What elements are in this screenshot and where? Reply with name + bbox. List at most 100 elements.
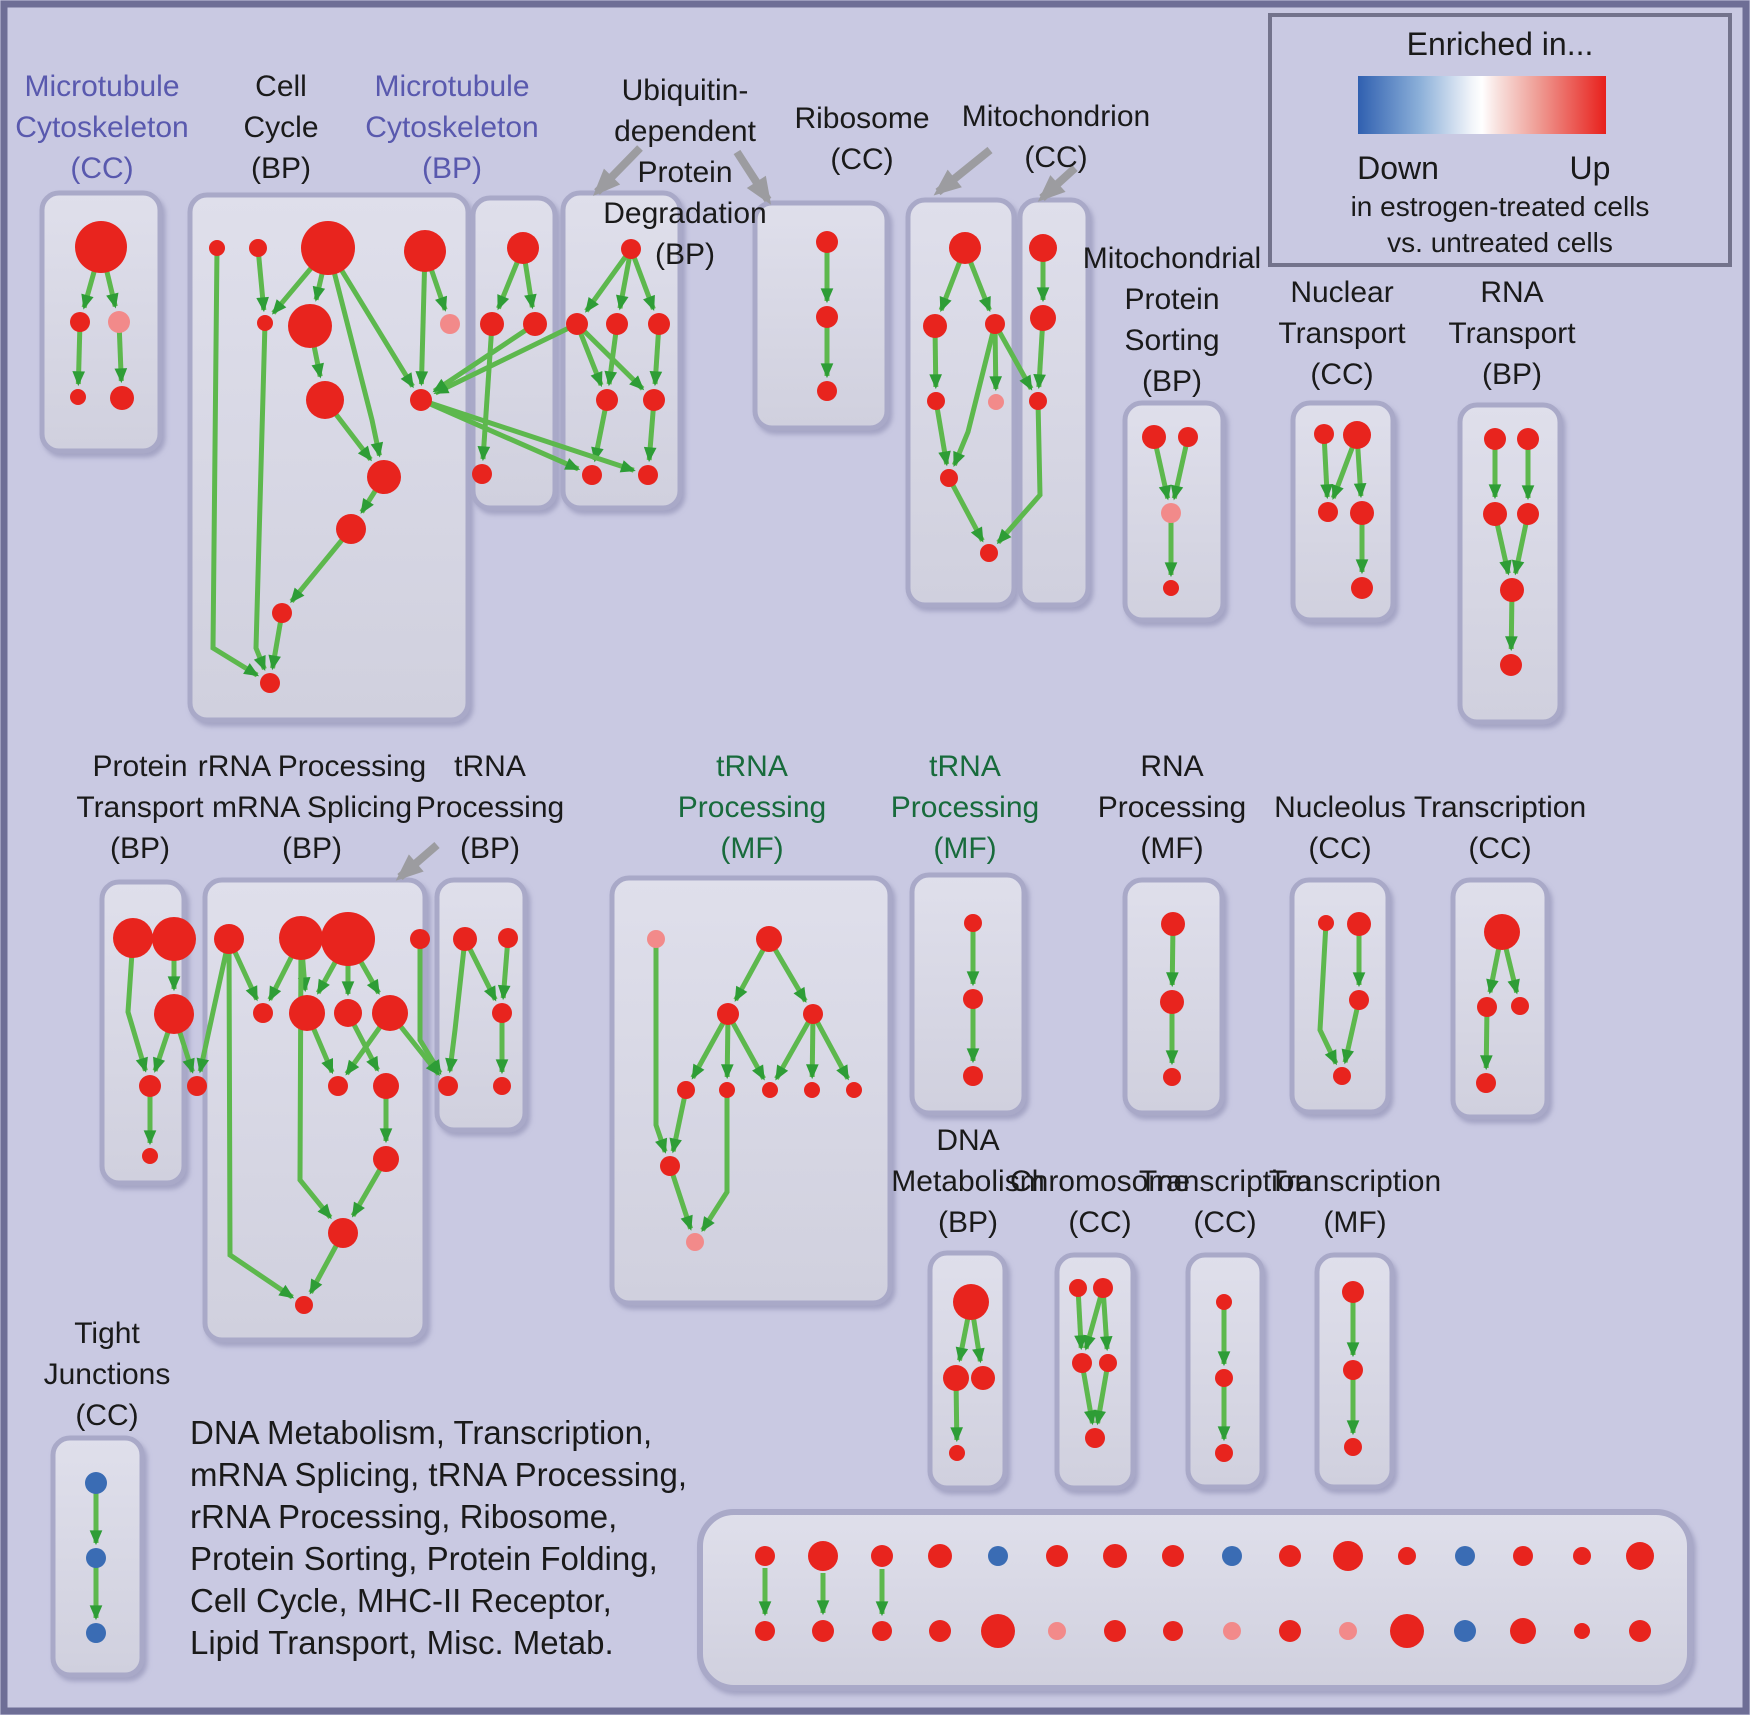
node-rrna_mrna-M1: [253, 1003, 273, 1023]
node-rna_transport-F: [1500, 654, 1522, 676]
node-rna_processing_mf-A: [1161, 912, 1185, 936]
node-protein_transport-C: [154, 994, 194, 1034]
cluster-label-rna_transport: RNA Transport (BP): [1448, 276, 1576, 391]
node-transcription_cc_mid-T: [1484, 914, 1520, 950]
annotation-arrow: [733, 149, 772, 205]
edge-arrow: [419, 397, 581, 472]
node-ubiquitin_deg_1-N1: [596, 389, 618, 411]
edge-arrow: [933, 400, 951, 467]
cluster-label-transcription_cc_mid: Transcription (CC): [1414, 791, 1586, 865]
cluster-label-ubiquitin_deg_1: Ubiquitin-dependent Protein Degradation (BP…: [603, 74, 766, 271]
cluster-label-cell_cycle: Cell Cycle (BP): [243, 70, 318, 185]
strip-node-top-7: [1162, 1545, 1184, 1567]
edge-arrow: [952, 323, 998, 468]
strip-node-bottom-8: [1223, 1622, 1241, 1640]
strip-node-top-12: [1455, 1546, 1475, 1566]
node-microtubule_bp-A: [480, 312, 504, 336]
node-protein_transport-B: [152, 917, 196, 961]
node-rna_transport-B: [1517, 428, 1539, 450]
legend-up-label: Up: [1570, 150, 1611, 186]
strip-node-top-5: [1046, 1545, 1068, 1567]
cluster-label-rrna_mrna: rRNA Processing mRNA Splicing (BP): [198, 750, 426, 865]
edge-arrow: [253, 322, 268, 672]
node-rrna_mrna-N2: [373, 1073, 399, 1099]
node-mito_sorting-P: [1161, 503, 1181, 523]
node-chromosome-M2: [1099, 1354, 1117, 1372]
node-rrna_mrna-N1: [328, 1076, 348, 1096]
node-chromosome-B: [1085, 1428, 1105, 1448]
strip-node-bottom-15: [1629, 1620, 1651, 1642]
node-protein_transport-F: [142, 1148, 158, 1164]
node-cell_cycle-t3: [301, 221, 355, 275]
node-ubiquitin_deg_2-C: [817, 381, 837, 401]
edge-arrow: [196, 938, 232, 1074]
strip-node-bottom-13: [1510, 1618, 1536, 1644]
node-transcription_mf-A: [1342, 1281, 1364, 1303]
cluster-box-nuclear_transport: [1290, 400, 1396, 623]
cluster-label-mitochondrion: Mitochondrion (CC): [962, 100, 1150, 174]
node-rna_processing_mf-C: [1163, 1068, 1181, 1086]
node-protein_transport-E: [187, 1076, 207, 1096]
node-rrna_mrna-T1: [214, 924, 244, 954]
legend-gradient-bar: [1358, 76, 1606, 134]
node-dna_metab-A: [943, 1365, 969, 1391]
legend-down-label: Down: [1357, 150, 1439, 186]
node-cell_cycle-t2: [249, 239, 267, 257]
edge-arrow: [1317, 922, 1339, 1066]
strip-node-bottom-4: [981, 1614, 1015, 1648]
cluster-box-transcription_cc_mid: [1450, 877, 1550, 1120]
node-rrna_mrna-M3: [334, 999, 362, 1027]
node-trna_mf_wide-S5: [846, 1082, 862, 1098]
node-mito_sorting-C: [1163, 580, 1179, 596]
strip-node-bottom-14: [1574, 1623, 1590, 1639]
edge-arrow: [125, 937, 148, 1073]
node-trna_bp-B2: [493, 1077, 511, 1095]
edge-arrow: [1170, 436, 1191, 501]
edge-arrow: [1320, 433, 1333, 500]
node-ubiquitin_deg_1-T: [621, 239, 641, 259]
node-microtubule_cc-e: [110, 386, 134, 410]
cluster-label-chromosome: Chromosome (CC): [1010, 1165, 1190, 1239]
cluster-label-nucleolus: Nucleolus (CC): [1274, 791, 1406, 865]
edge-arrow: [989, 323, 1003, 392]
legend: Enriched in... Down Up in estrogen-treat…: [1268, 13, 1732, 267]
strip-node-top-4: [988, 1546, 1008, 1566]
edge-arrow: [325, 246, 415, 389]
strip-node-bottom-9: [1279, 1620, 1301, 1642]
legend-context-line1: in estrogen-treated cells: [1351, 191, 1650, 222]
node-trna_mf_wide-PK1: [647, 930, 665, 948]
annotation-arrow: [933, 146, 993, 196]
node-ribosome-PK: [988, 394, 1004, 410]
node-ubiquitin_deg_2-B: [816, 306, 838, 328]
node-microtubule_bp-T: [507, 232, 539, 264]
edge-arrow: [415, 250, 429, 387]
strip-node-bottom-5: [1048, 1622, 1066, 1640]
misc-strip-box: [697, 1509, 1693, 1691]
strip-node-top-14: [1573, 1547, 1591, 1565]
node-transcription_cc_bot-C: [1215, 1444, 1233, 1462]
node-transcription_cc_mid-B: [1511, 997, 1529, 1015]
node-cell_cycle-m2: [288, 304, 332, 348]
node-cell_cycle-p1: [440, 314, 460, 334]
edge-arrow: [806, 1013, 819, 1080]
node-ubiquitin_deg_1-M3: [648, 313, 670, 335]
edge-arrow: [628, 248, 656, 311]
node-ribosome-LS: [927, 392, 945, 410]
node-rrna_mrna-R: [295, 1296, 313, 1314]
edge-arrow: [669, 1089, 689, 1154]
node-trna_mf_wide-T: [756, 926, 782, 952]
node-nuclear_transport-B: [1343, 421, 1371, 449]
node-cell_cycle-s1: [272, 603, 292, 623]
edge-arrow: [497, 937, 511, 1001]
node-tight_junctions-B: [86, 1548, 106, 1568]
node-protein_transport-D: [139, 1075, 161, 1097]
cluster-label-transcription_mf: Transcription (MF): [1269, 1165, 1441, 1239]
node-microtubule_cc-b: [70, 312, 90, 332]
node-ribosome-L: [923, 314, 947, 338]
node-ubiquitin_deg_1-M2: [606, 313, 628, 335]
edge-arrow: [725, 1012, 766, 1081]
node-mitochondrion-H: [1029, 392, 1047, 410]
node-cell_cycle-r1: [336, 514, 366, 544]
strip-node-bottom-6: [1104, 1620, 1126, 1642]
node-trna_mf_wide-S1: [677, 1081, 695, 1099]
